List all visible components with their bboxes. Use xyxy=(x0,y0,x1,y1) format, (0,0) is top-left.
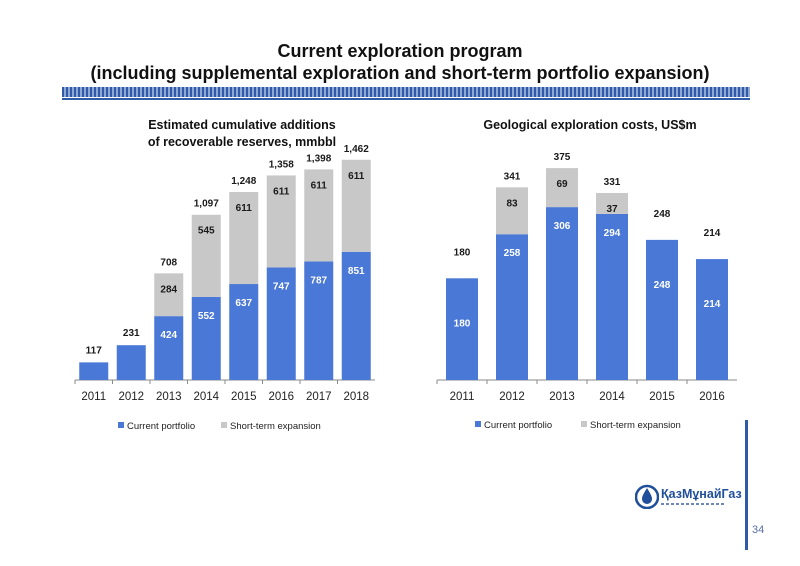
header-divider xyxy=(62,98,750,100)
bar-current-2016 xyxy=(696,259,728,380)
bar-current-2018 xyxy=(341,251,371,380)
legend-label-current: Current portfolio xyxy=(484,420,552,431)
logo-drop-icon xyxy=(635,484,659,509)
company-logo: ҚазМұнайГаз xyxy=(635,481,742,513)
label-total-2012: 341 xyxy=(504,171,521,182)
label-total-2014: 1,097 xyxy=(194,199,219,210)
x-tick-label-2014: 2014 xyxy=(193,391,219,403)
legend-swatch-expansion xyxy=(581,421,587,427)
label-expansion-2012: 83 xyxy=(506,198,518,209)
label-total-2015: 1,248 xyxy=(231,176,256,187)
label-current-2017: 787 xyxy=(310,275,327,286)
x-tick-label-2012: 2012 xyxy=(118,391,144,403)
label-total-2016: 1,358 xyxy=(269,159,294,170)
label-expansion-2015: 611 xyxy=(236,203,253,214)
label-expansion-2014: 545 xyxy=(198,226,215,237)
label-expansion-2013: 284 xyxy=(160,284,177,295)
bar-current-2013 xyxy=(154,316,184,380)
bar-expansion-2014 xyxy=(191,214,221,297)
bar-current-2015 xyxy=(229,284,259,380)
bar-current-2014 xyxy=(596,213,628,380)
label-expansion-2016: 611 xyxy=(273,186,290,197)
x-tick-label-2013: 2013 xyxy=(549,391,575,403)
label-current-2018: 851 xyxy=(348,266,365,277)
footer-accent-line xyxy=(745,420,748,550)
bar-current-2013 xyxy=(546,207,578,380)
label-current-2016: 747 xyxy=(273,281,290,292)
label-total-2016: 214 xyxy=(704,228,721,239)
x-tick-label-2011: 2011 xyxy=(450,391,475,403)
bar-expansion-2013 xyxy=(546,168,578,208)
x-tick-label-2015: 2015 xyxy=(649,391,675,403)
page-number: 34 xyxy=(752,524,765,536)
bar-expansion-2013 xyxy=(154,273,184,317)
slide-title-line2: (including supplemental exploration and … xyxy=(90,63,710,83)
bar-current-2012 xyxy=(116,345,146,380)
label-expansion-2017: 611 xyxy=(311,180,328,191)
label-current-2012: 258 xyxy=(504,248,521,259)
label-total-2015: 248 xyxy=(654,209,671,220)
chart1-title: Estimated cumulative additions of recove… xyxy=(92,117,392,151)
label-total-2018: 1,462 xyxy=(344,144,369,155)
bar-current-2017 xyxy=(304,261,334,380)
x-tick-label-2016: 2016 xyxy=(268,391,294,403)
legend-swatch-current xyxy=(475,421,481,427)
logo-wordmark: ҚазМұнайГаз xyxy=(661,487,742,501)
bar-current-2011 xyxy=(79,362,109,380)
bar-current-2015 xyxy=(646,239,678,380)
x-tick-label-2015: 2015 xyxy=(231,391,257,403)
label-total-2013: 375 xyxy=(554,152,571,163)
label-current-2014: 294 xyxy=(604,228,621,239)
bar-expansion-2014 xyxy=(596,192,628,214)
bar-current-2012 xyxy=(496,234,528,380)
bar-current-2011 xyxy=(446,278,478,380)
header-band xyxy=(62,87,750,97)
chart1-title-line1: Estimated cumulative additions xyxy=(148,118,336,132)
legend-label-current: Current portfolio xyxy=(127,421,195,432)
x-tick-label-2016: 2016 xyxy=(699,391,725,403)
label-total-2012: 231 xyxy=(123,328,140,339)
logo-tagline-decoration xyxy=(661,503,725,505)
bar-current-2016 xyxy=(266,267,296,380)
x-tick-label-2018: 2018 xyxy=(343,391,369,403)
x-tick-label-2011: 2011 xyxy=(81,391,106,403)
legend-swatch-current xyxy=(118,422,124,428)
label-current-2015: 637 xyxy=(235,298,252,309)
label-current-2011: 180 xyxy=(454,318,471,329)
label-current-2014: 552 xyxy=(198,311,215,322)
label-total-2011: 180 xyxy=(454,247,471,258)
label-current-2015: 248 xyxy=(654,280,671,291)
x-tick-label-2014: 2014 xyxy=(599,391,625,403)
x-tick-label-2013: 2013 xyxy=(156,391,182,403)
bar-expansion-2015 xyxy=(229,192,259,285)
slide-title-line1: Current exploration program xyxy=(277,41,523,61)
label-expansion-2018: 611 xyxy=(348,171,365,182)
bar-expansion-2012 xyxy=(496,187,528,235)
bar-expansion-2016 xyxy=(266,175,296,268)
legend-label-expansion: Short-term expansion xyxy=(590,420,681,431)
chart2-title-line1: Geological exploration costs, US$m xyxy=(483,118,697,132)
label-total-2011: 117 xyxy=(86,345,103,356)
label-expansion-2013: 69 xyxy=(556,179,568,190)
x-tick-label-2017: 2017 xyxy=(306,391,332,403)
label-current-2013: 424 xyxy=(160,330,177,341)
label-total-2014: 331 xyxy=(604,177,621,188)
bar-expansion-2017 xyxy=(304,169,334,262)
bar-current-2014 xyxy=(191,296,221,380)
legend-label-expansion: Short-term expansion xyxy=(230,421,321,432)
legend-swatch-expansion xyxy=(221,422,227,428)
label-expansion-2014: 37 xyxy=(606,204,618,215)
x-tick-label-2012: 2012 xyxy=(499,391,525,403)
chart1-title-line2: of recoverable reserves, mmbbl xyxy=(147,135,337,149)
label-total-2017: 1,398 xyxy=(306,153,331,164)
label-current-2016: 214 xyxy=(704,299,721,310)
label-total-2013: 708 xyxy=(160,257,177,268)
chart2-title: Geological exploration costs, US$m xyxy=(420,117,760,134)
label-current-2013: 306 xyxy=(554,221,571,232)
bar-expansion-2018 xyxy=(341,159,371,252)
